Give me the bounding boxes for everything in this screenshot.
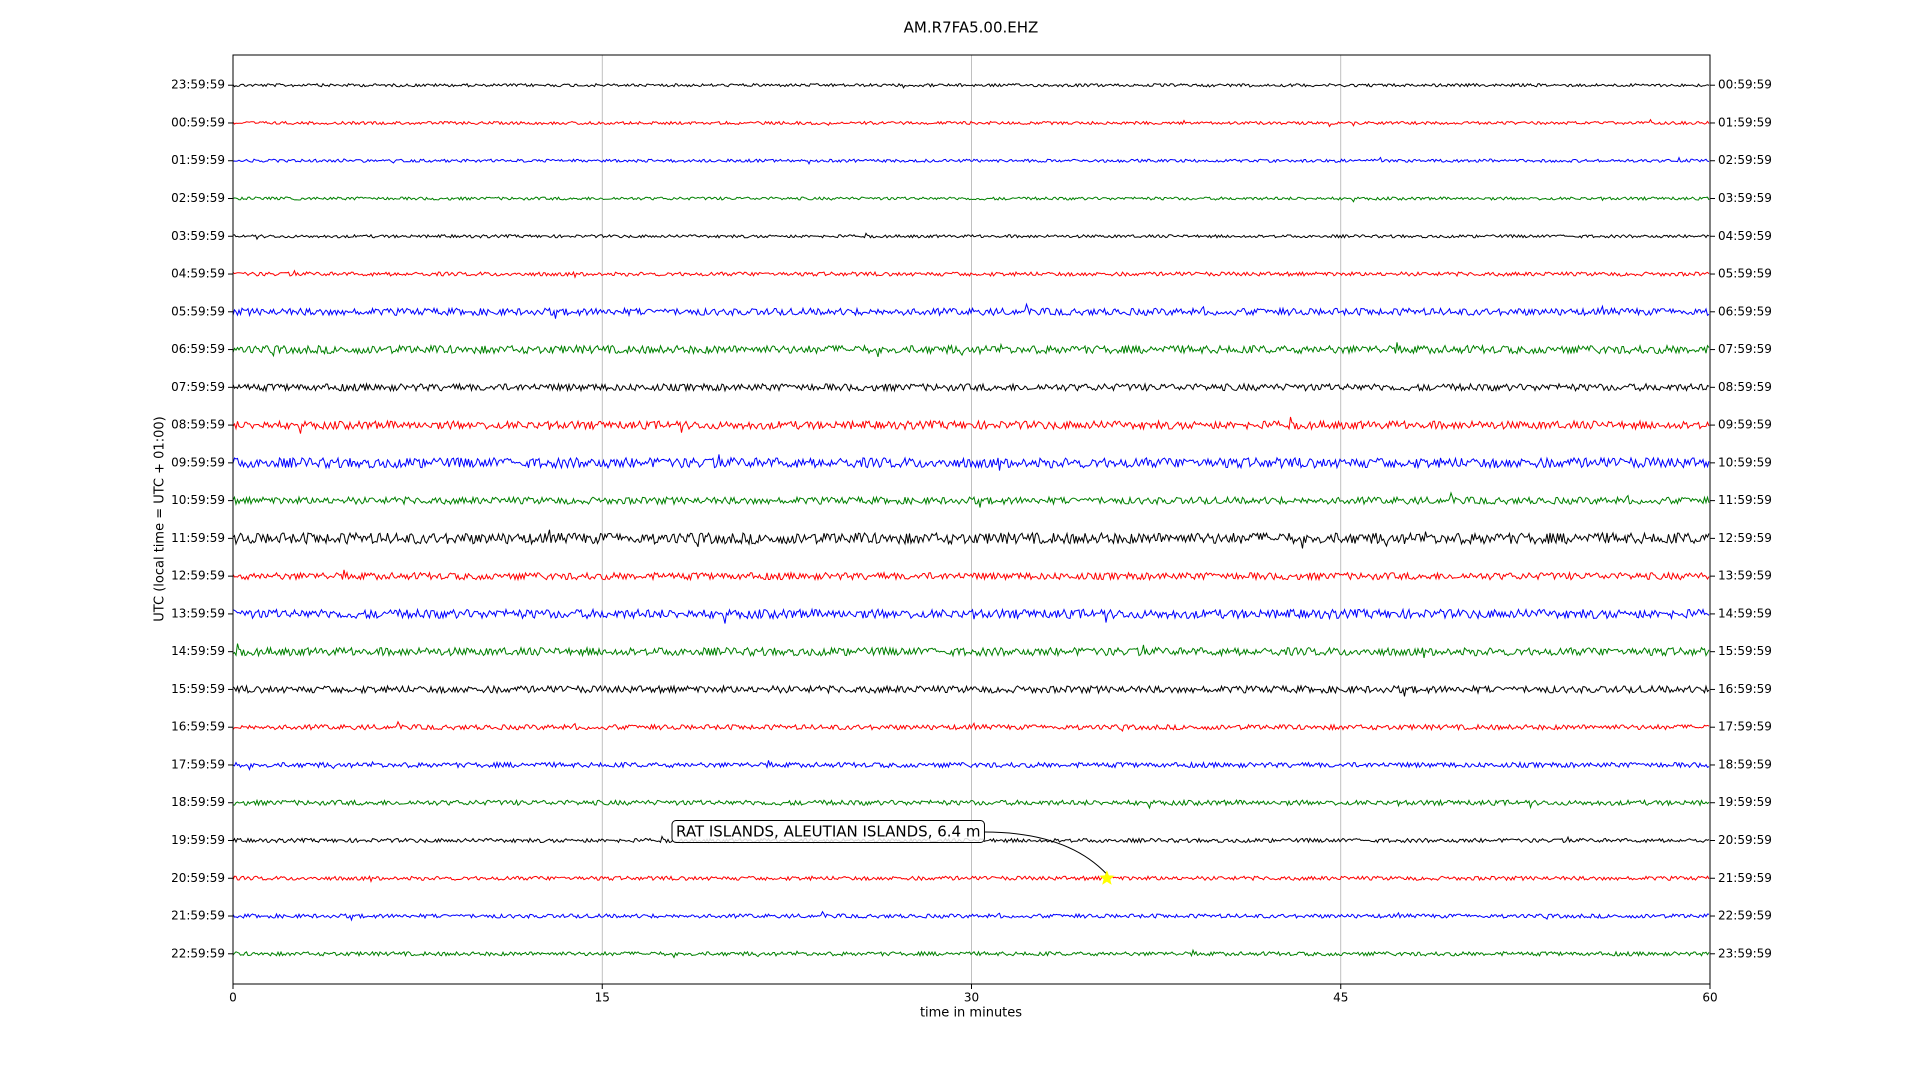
y-axis-label: UTC (local time = UTC + 01:00) xyxy=(153,416,168,621)
event-arrow xyxy=(984,831,1108,875)
y-tick-label-left: 15:59:59 xyxy=(171,682,225,696)
trace xyxy=(232,643,1710,658)
y-tick-label-left: 10:59:59 xyxy=(171,493,225,507)
y-tick-label-right: 11:59:59 xyxy=(1718,493,1772,507)
x-tick-label: 30 xyxy=(964,991,979,1005)
chart-title: AM.R7FA5.00.EHZ xyxy=(904,19,1039,37)
trace xyxy=(232,948,1710,959)
event-label: RAT ISLANDS, ALEUTIAN ISLANDS, 6.4 m xyxy=(676,823,980,841)
y-tick-label-left: 17:59:59 xyxy=(171,757,225,771)
y-tick-label-right: 17:59:59 xyxy=(1718,720,1772,734)
y-tick-label-right: 15:59:59 xyxy=(1718,644,1772,658)
y-tick-label-left: 00:59:59 xyxy=(171,115,225,129)
trace xyxy=(232,82,1710,89)
y-tick-label-left: 05:59:59 xyxy=(171,304,225,318)
trace xyxy=(232,232,1710,241)
trace xyxy=(232,156,1710,165)
x-tick-label: 60 xyxy=(1702,991,1717,1005)
event-marker xyxy=(1099,870,1115,885)
y-tick-label-left: 07:59:59 xyxy=(171,380,225,394)
trace xyxy=(232,269,1710,279)
y-tick-label-left: 06:59:59 xyxy=(171,342,225,356)
y-tick-label-right: 08:59:59 xyxy=(1718,380,1772,394)
trace xyxy=(232,382,1710,393)
y-tick-label-left: 13:59:59 xyxy=(171,606,225,620)
y-tick-label-right: 21:59:59 xyxy=(1718,871,1772,885)
trace xyxy=(232,875,1710,883)
y-tick-label-left: 04:59:59 xyxy=(171,267,225,281)
y-tick-label-left: 12:59:59 xyxy=(171,569,225,583)
y-tick-label-left: 02:59:59 xyxy=(171,191,225,205)
y-tick-label-right: 20:59:59 xyxy=(1718,833,1772,847)
trace xyxy=(232,607,1710,624)
y-tick-label-left: 18:59:59 xyxy=(171,795,225,809)
y-tick-label-right: 07:59:59 xyxy=(1718,342,1772,356)
y-tick-label-right: 14:59:59 xyxy=(1718,606,1772,620)
trace xyxy=(232,798,1710,810)
y-tick-label-left: 14:59:59 xyxy=(171,644,225,658)
y-tick-label-left: 16:59:59 xyxy=(171,720,225,734)
y-tick-label-left: 09:59:59 xyxy=(171,455,225,469)
x-tick-label: 15 xyxy=(595,991,610,1005)
trace xyxy=(232,569,1710,582)
y-tick-label-right: 23:59:59 xyxy=(1718,946,1772,960)
y-tick-label-right: 06:59:59 xyxy=(1718,304,1772,318)
y-tick-label-right: 01:59:59 xyxy=(1718,115,1772,129)
trace xyxy=(232,302,1710,319)
y-tick-label-left: 08:59:59 xyxy=(171,418,225,432)
trace xyxy=(232,720,1710,733)
trace xyxy=(232,491,1710,508)
y-tick-label-right: 16:59:59 xyxy=(1718,682,1772,696)
y-tick-label-right: 02:59:59 xyxy=(1718,153,1772,167)
trace xyxy=(232,196,1710,203)
y-tick-label-left: 19:59:59 xyxy=(171,833,225,847)
y-tick-label-left: 21:59:59 xyxy=(171,909,225,923)
y-tick-label-left: 03:59:59 xyxy=(171,229,225,243)
y-tick-label-left: 11:59:59 xyxy=(171,531,225,545)
plot-area xyxy=(232,55,1711,984)
y-tick-label-right: 18:59:59 xyxy=(1718,757,1772,771)
y-tick-label-right: 19:59:59 xyxy=(1718,795,1772,809)
trace xyxy=(232,760,1710,771)
trace xyxy=(232,684,1710,697)
y-tick-label-right: 09:59:59 xyxy=(1718,418,1772,432)
y-tick-label-right: 04:59:59 xyxy=(1718,229,1772,243)
y-tick-label-left: 20:59:59 xyxy=(171,871,225,885)
y-tick-label-left: 01:59:59 xyxy=(171,153,225,167)
trace xyxy=(232,416,1710,434)
y-tick-label-right: 03:59:59 xyxy=(1718,191,1772,205)
trace xyxy=(232,529,1710,549)
x-axis-label: time in minutes xyxy=(920,1006,1022,1021)
trace xyxy=(232,342,1710,358)
y-tick-label-left: 22:59:59 xyxy=(171,946,225,960)
y-tick-label-right: 12:59:59 xyxy=(1718,531,1772,545)
x-tick-label: 45 xyxy=(1333,991,1348,1005)
x-tick-label: 0 xyxy=(229,991,237,1005)
trace xyxy=(232,910,1710,922)
y-tick-label-right: 00:59:59 xyxy=(1718,78,1772,92)
y-tick-label-right: 10:59:59 xyxy=(1718,455,1772,469)
y-tick-label-right: 05:59:59 xyxy=(1718,267,1772,281)
trace xyxy=(232,454,1710,471)
y-tick-label-left: 23:59:59 xyxy=(171,78,225,92)
y-tick-label-right: 22:59:59 xyxy=(1718,909,1772,923)
y-tick-label-right: 13:59:59 xyxy=(1718,569,1772,583)
trace xyxy=(232,118,1710,128)
